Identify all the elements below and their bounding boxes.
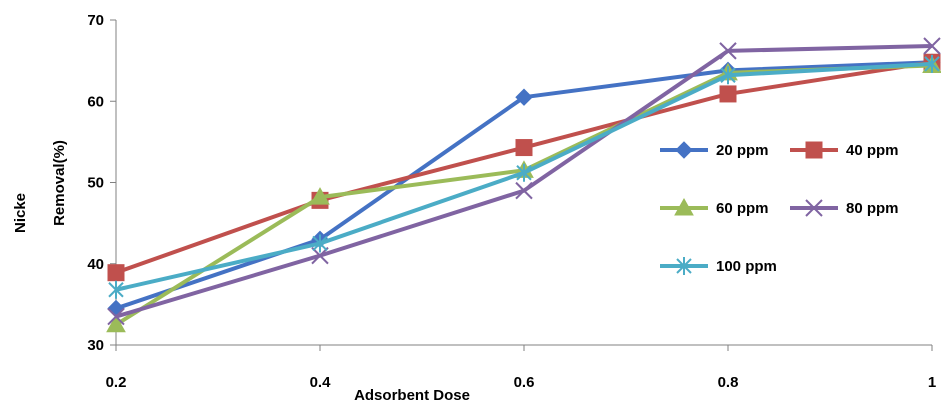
series-lines — [106, 37, 941, 333]
data-point-60-ppm — [310, 187, 330, 205]
legend-marker-60-ppm — [674, 197, 694, 216]
y-tick-labels: 30 40 50 60 70 — [87, 12, 104, 354]
y-axis-title-part-1: Nicke — [12, 193, 29, 233]
series-20-ppm — [107, 53, 941, 318]
data-point-100-ppm — [108, 280, 124, 299]
legend-label-80-ppm: 80 ppm — [846, 200, 899, 217]
y-tick-label: 40 — [87, 256, 104, 273]
x-tick-labels: 0.2 0.4 0.6 0.8 1 — [106, 374, 937, 391]
legend-item-100-ppm: 100 ppm — [660, 257, 777, 275]
legend-item-60-ppm: 60 ppm — [660, 197, 769, 217]
data-point-100-ppm — [720, 66, 736, 85]
legend-label-60-ppm: 60 ppm — [716, 200, 769, 217]
legend-label-100-ppm: 100 ppm — [716, 258, 777, 275]
x-tick-label: 0.6 — [514, 374, 535, 391]
data-point-40-ppm — [515, 139, 533, 157]
series-80-ppm — [107, 37, 941, 326]
legend-label-20-ppm: 20 ppm — [716, 142, 769, 159]
legend-marker-20-ppm — [675, 141, 693, 159]
data-point-100-ppm — [312, 234, 328, 253]
data-point-40-ppm — [719, 85, 737, 103]
data-point-100-ppm — [516, 163, 532, 182]
data-point-40-ppm — [107, 264, 125, 282]
legend-marker-100-ppm — [676, 257, 692, 275]
y-axis-title-part-2: Removal(%) — [51, 140, 68, 226]
x-axis-title: Adsorbent Dose — [354, 387, 470, 403]
legend-marker-80-ppm — [805, 199, 823, 217]
x-tick-label: 0.2 — [106, 374, 127, 391]
y-tick-label: 30 — [87, 337, 104, 354]
legend-item-20-ppm: 20 ppm — [660, 141, 769, 159]
data-point-80-ppm — [515, 181, 533, 200]
data-point-20-ppm — [515, 88, 533, 106]
legend-label-40-ppm: 40 ppm — [846, 142, 899, 159]
legend-item-40-ppm: 40 ppm — [790, 141, 899, 159]
legend-item-80-ppm: 80 ppm — [790, 199, 899, 217]
series-100-ppm — [108, 54, 940, 299]
data-point-80-ppm — [719, 42, 737, 60]
data-point-80-ppm — [311, 246, 329, 265]
legend-marker-40-ppm — [805, 141, 823, 159]
data-point-100-ppm — [924, 54, 940, 73]
y-tick-label: 50 — [87, 175, 104, 192]
data-point-60-ppm — [106, 314, 126, 333]
data-point-80-ppm — [107, 307, 125, 326]
x-tick-label: 1 — [928, 374, 936, 391]
y-tick-label: 60 — [87, 93, 104, 110]
legend: 20 ppm 40 ppm 60 ppm 80 ppm 100 ppm — [660, 141, 899, 275]
y-tick-label: 70 — [87, 12, 104, 29]
data-point-80-ppm — [923, 37, 941, 55]
x-tick-label: 0.4 — [310, 374, 332, 391]
x-tick-label: 0.8 — [718, 374, 739, 391]
